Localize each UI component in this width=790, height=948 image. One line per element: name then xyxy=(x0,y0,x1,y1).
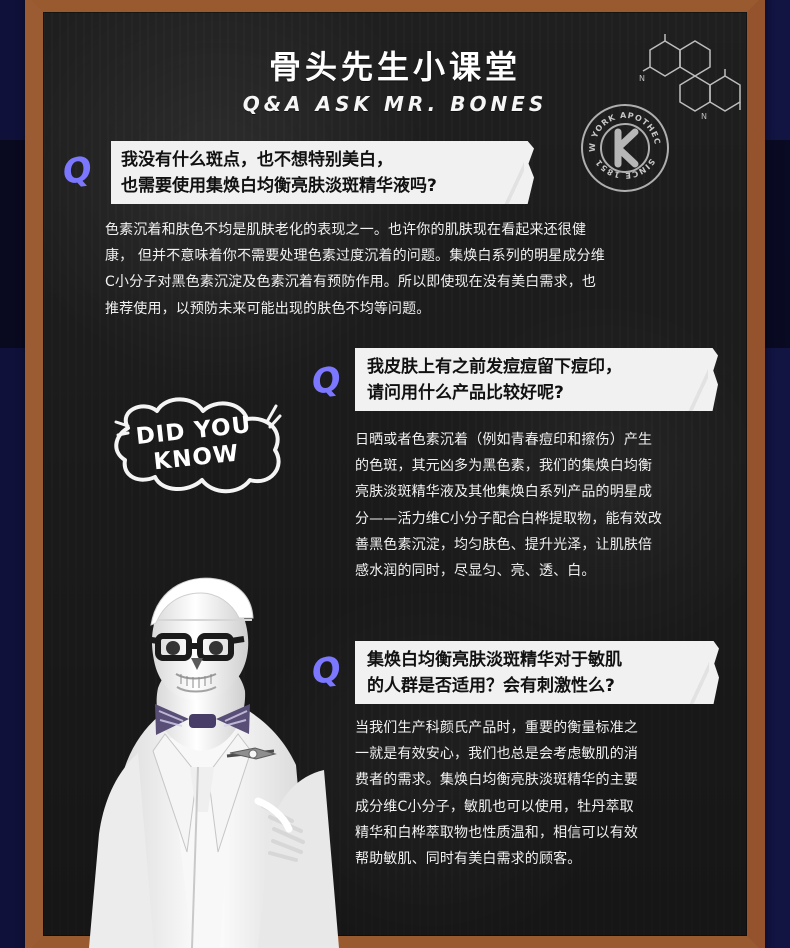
answer-3-line-4: 成分维C小分子，敏肌也可以使用，牡丹萃取 xyxy=(355,798,634,815)
question-box-2: 我皮肤上有之前发痘痘留下痘印， 请问用什么产品比较好呢? xyxy=(355,348,718,411)
svg-text:SINCE 1851: SINCE 1851 xyxy=(593,157,656,180)
answer-2-line-3: 亮肤淡斑精华液及其他集焕白系列产品的明星成 xyxy=(355,484,653,501)
answer-2-line-2: 的色斑，其元凶多为黑色素，我们的集焕白均衡 xyxy=(355,458,653,475)
answer-2-line-1: 日晒或者色素沉着（例如青春痘印和擦伤）产生 xyxy=(355,432,653,448)
answer-3-line-5: 精华和白桦萃取物也性质温和，相信可以有效 xyxy=(355,824,638,841)
question-3-line-2: 的人群是否适用？会有刺激性么? xyxy=(367,675,615,696)
answer-3-line-1: 当我们生产科颜氏产品时，重要的衡量标准之 xyxy=(355,720,638,736)
answer-2-line-4: 分——活力维C小分子配合白桦提取物，能有效改 xyxy=(355,510,663,527)
answer-2: 日晒或者色素沉着（例如青春痘印和擦伤）产生 的色斑，其元凶多为黑色素，我们的集焕… xyxy=(355,427,697,584)
page-title: 骨头先生小课堂 xyxy=(268,48,521,86)
question-1-line-1: 我没有什么斑点，也不想特别美白， xyxy=(121,150,393,170)
q-mark-1: Q xyxy=(60,149,95,193)
answer-2-line-5: 善黑色素沉淀，均匀肤色、提升光泽，让肌肤倍 xyxy=(355,536,653,553)
answer-3-line-3: 费者的需求。集焕白均衡亮肤淡斑精华的主要 xyxy=(355,772,638,789)
chemical-structure-icon: N N xyxy=(639,34,741,121)
question-1-line-2: 也需要使用集焕白均衡亮肤淡斑精华液吗? xyxy=(121,175,437,196)
right-side-band xyxy=(760,140,790,348)
question-2-line-2: 请问用什么产品比较好呢? xyxy=(367,382,564,403)
answer-1-line-4: 推荐使用，以预防未来可能出现的肤色不均等问题。 xyxy=(105,300,431,317)
stamp-bottom-text: SINCE 1851 xyxy=(593,157,655,180)
svg-text:N: N xyxy=(701,112,707,121)
question-2-line-1: 我皮肤上有之前发痘痘留下痘印， xyxy=(367,357,622,377)
new-york-apothecary-stamp: NEW YORK APOTHECARY SINCE 1851 K xyxy=(575,98,669,192)
answer-3: 当我们生产科颜氏产品时，重要的衡量标准之 一就是有效安心，我们也总是会考虑敏肌的… xyxy=(355,715,697,872)
question-box-1: 我没有什么斑点，也不想特别美白， 也需要使用集焕白均衡亮肤淡斑精华液吗? xyxy=(111,141,534,204)
answer-2-line-6: 感水润的同时，尽显匀、亮、透、白。 xyxy=(355,562,596,579)
skeleton-doctor-illustration xyxy=(89,577,339,948)
answer-1-line-1: 色素沉着和肤色不均是肌肤老化的表现之一。也许你的肌肤现在看起来还很健 xyxy=(105,222,587,238)
answer-3-line-2: 一就是有效安心，我们也总是会考虑敏肌的消 xyxy=(355,746,638,763)
question-3-line-1: 集焕白均衡亮肤淡斑精华对于敏肌 xyxy=(367,650,622,670)
page-subtitle: Q&A ASK MR. BONES xyxy=(242,92,548,116)
question-box-3: 集焕白均衡亮肤淡斑精华对于敏肌 的人群是否适用？会有刺激性么? xyxy=(355,641,719,704)
did-you-know-bubble-icon xyxy=(114,397,282,494)
answer-1-line-3: C小分子对黑色素沉淀及色素沉着有预防作用。所以即使现在没有美白需求，也 xyxy=(105,274,597,291)
answer-3-line-6: 帮助敏肌、同时有美白需求的顾客。 xyxy=(355,850,582,867)
answer-1: 色素沉着和肤色不均是肌肤老化的表现之一。也许你的肌肤现在看起来还很健 康， 但并… xyxy=(105,217,697,322)
svg-text:N: N xyxy=(639,74,645,83)
answer-1-line-2: 康， 但并不意味着你不需要处理色素过度沉着的问题。集焕白系列的明星成分维 xyxy=(105,248,605,265)
q-mark-2: Q xyxy=(309,359,344,403)
